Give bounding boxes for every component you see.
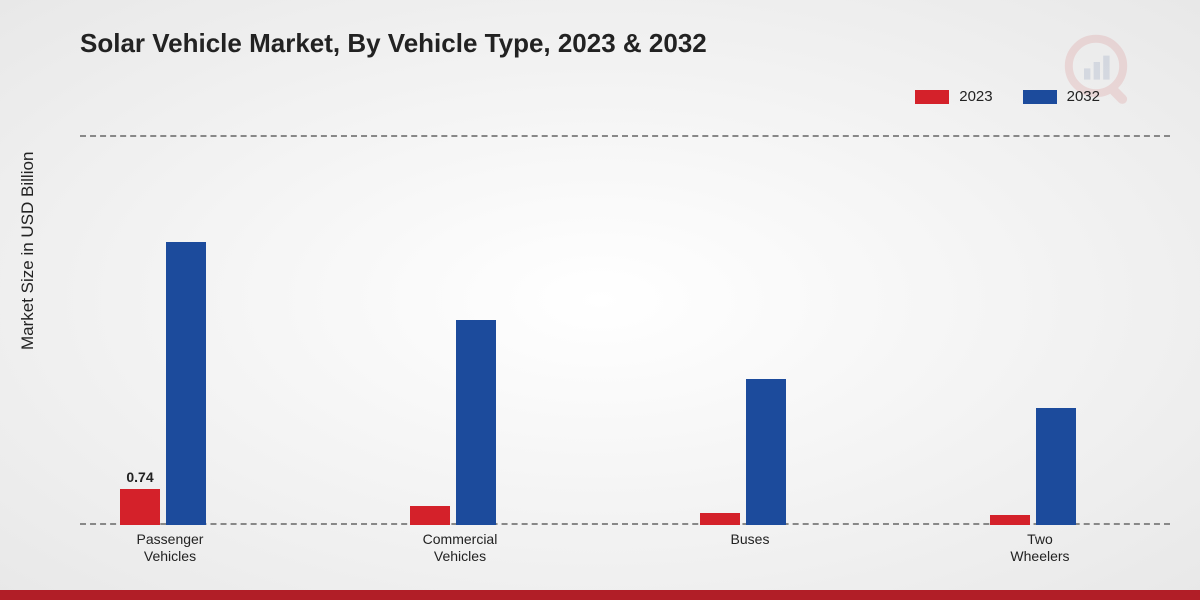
category-label: Two Wheelers	[1010, 531, 1069, 565]
category-label: Buses	[731, 531, 770, 548]
y-axis-label: Market Size in USD Billion	[18, 152, 38, 350]
bar-value-label: 0.74	[110, 469, 170, 485]
bar-2023	[410, 506, 450, 526]
bar-2032	[746, 379, 786, 525]
chart-title: Solar Vehicle Market, By Vehicle Type, 2…	[80, 28, 707, 59]
legend-swatch-2023	[915, 90, 949, 104]
category-label: Passenger Vehicles	[137, 531, 204, 565]
legend-label-2023: 2023	[959, 88, 992, 105]
legend-item-2023: 2023	[915, 88, 992, 105]
footer-accent-bar	[0, 590, 1200, 600]
legend-label-2032: 2032	[1067, 88, 1100, 105]
bar-2032	[456, 320, 496, 525]
bar-2023	[990, 515, 1030, 525]
category-label: Commercial Vehicles	[423, 531, 498, 565]
bar-2032	[1036, 408, 1076, 525]
legend-swatch-2032	[1023, 90, 1057, 104]
legend: 2023 2032	[915, 88, 1100, 105]
bar-2023	[120, 489, 160, 525]
legend-item-2032: 2032	[1023, 88, 1100, 105]
bar-2032	[166, 242, 206, 525]
bar-2023	[700, 513, 740, 525]
plot-area: 0.74 Passenger Vehicles Commercial Vehic…	[80, 135, 1170, 525]
top-gridline	[80, 135, 1170, 137]
